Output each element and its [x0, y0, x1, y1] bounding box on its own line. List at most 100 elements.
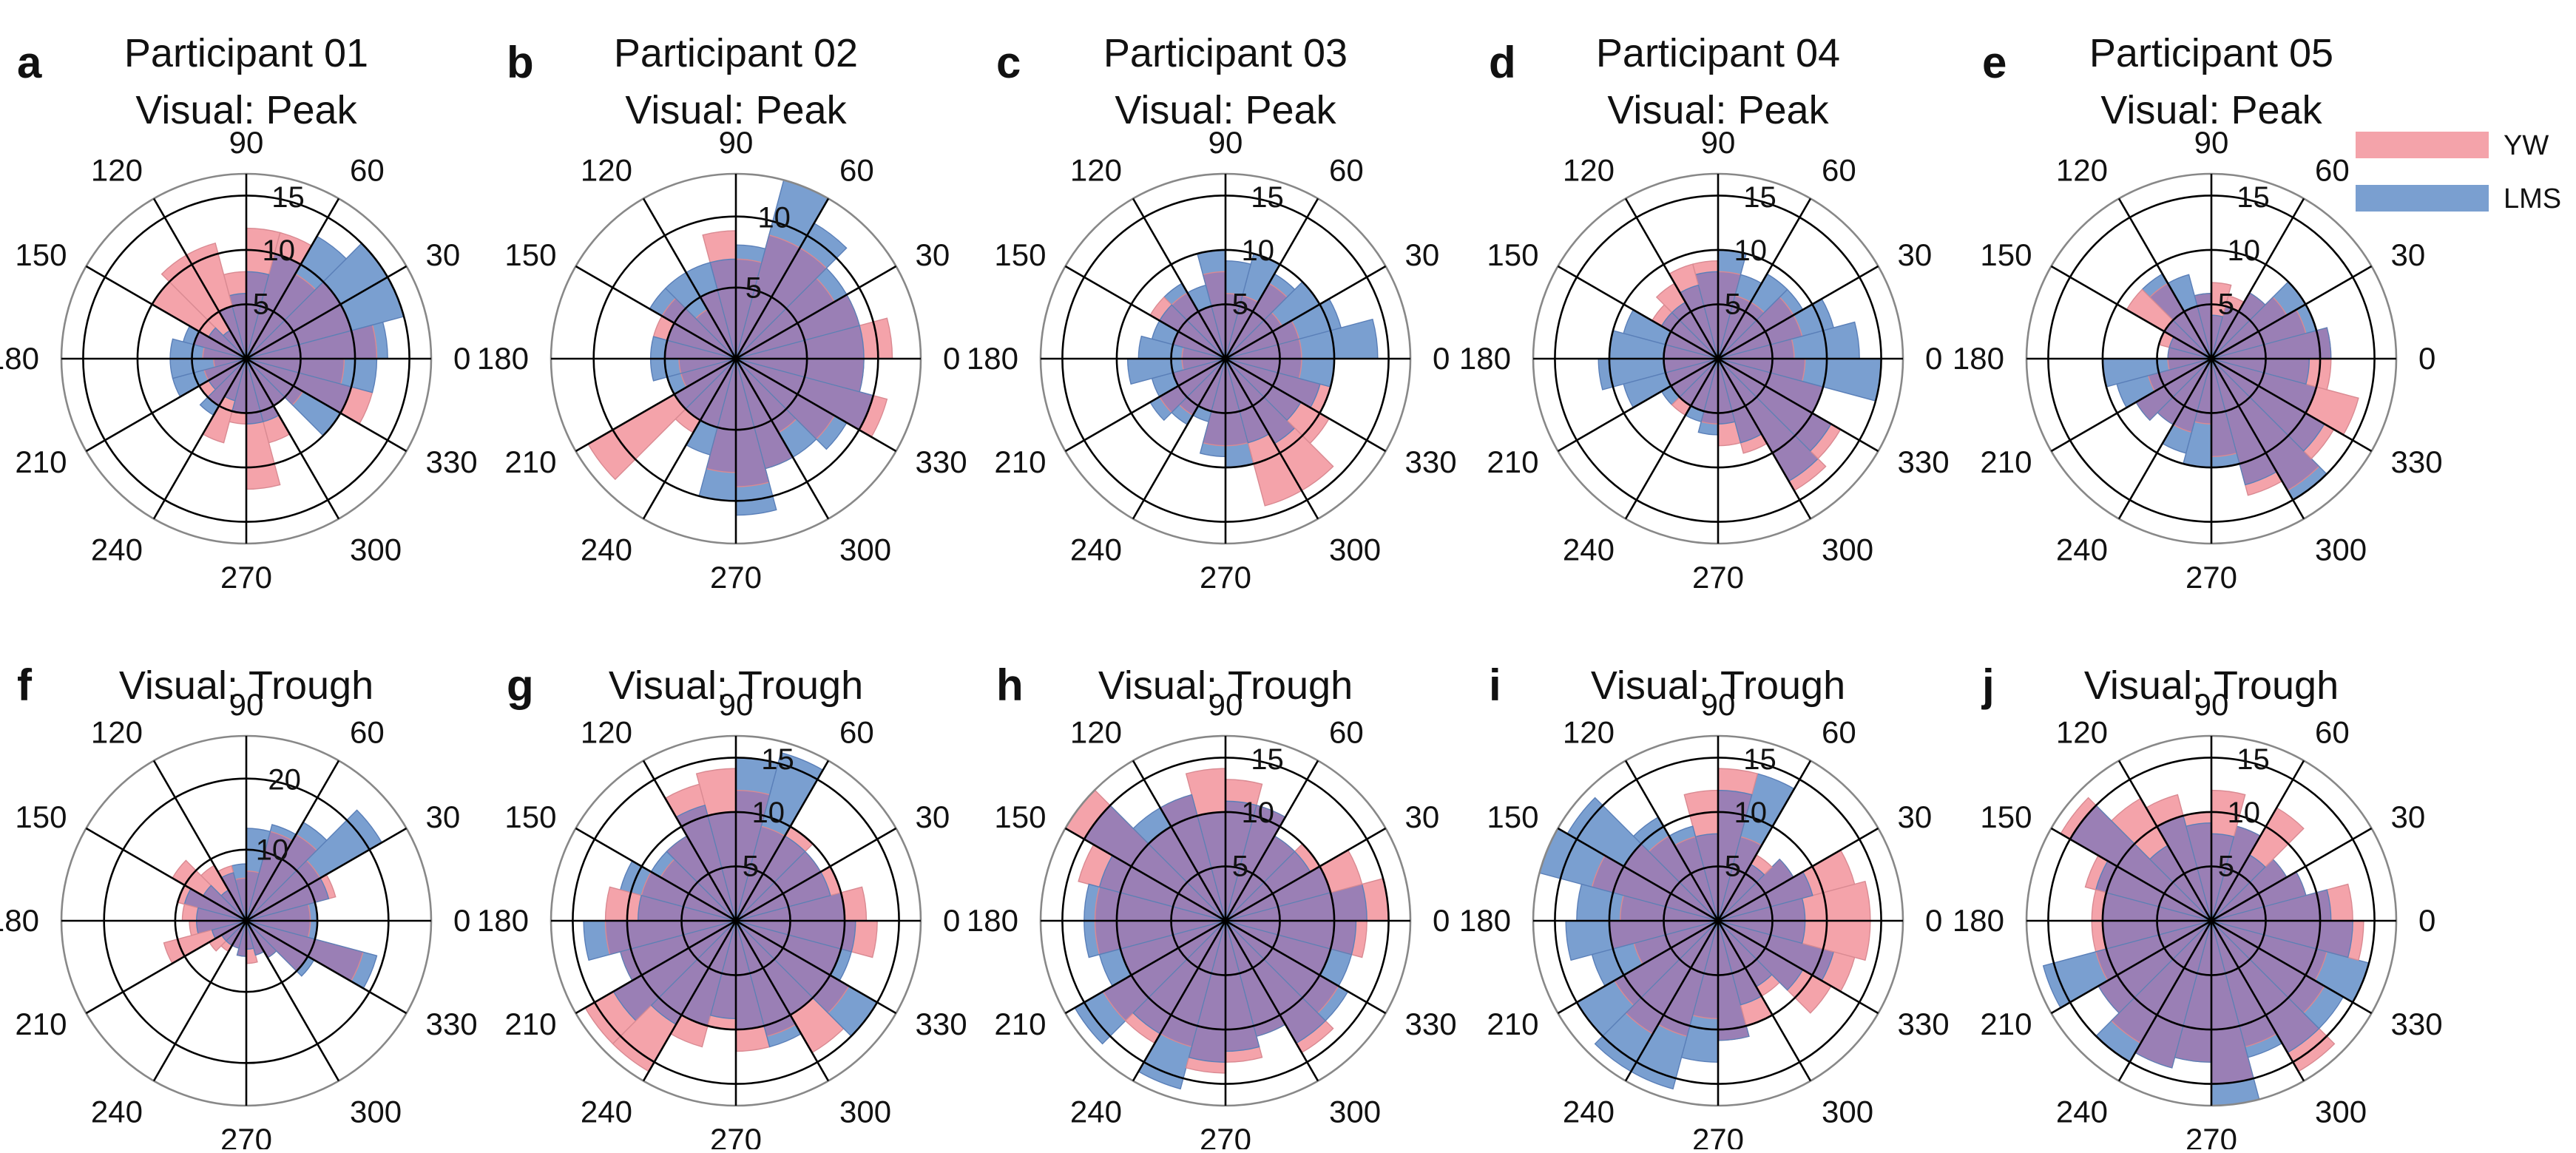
angle-label-j-150: 150 [1980, 799, 2032, 834]
legend-label-lms: LMS [2504, 183, 2561, 214]
spoke-f-150 [85, 827, 247, 922]
angle-label-c-120: 120 [1070, 153, 1122, 188]
angle-label-c-60: 60 [1329, 153, 1364, 188]
angle-label-h-30: 30 [1405, 799, 1440, 834]
angle-label-e-120: 120 [2056, 153, 2108, 188]
spoke-f-30 [246, 827, 408, 922]
spoke-g-30 [735, 827, 897, 922]
spoke-i-30 [1717, 827, 1879, 922]
angle-label-i-300: 300 [1822, 1095, 1873, 1129]
legend-label-yw: YW [2504, 130, 2549, 161]
angle-label-c-90: 90 [1208, 125, 1243, 160]
panel-letter-i: i [1489, 660, 1501, 710]
r-label-j-15: 15 [2237, 743, 2270, 776]
angle-label-e-60: 60 [2315, 153, 2350, 188]
bar-overlap-f-330 [246, 921, 363, 981]
angle-label-a-0: 0 [453, 341, 470, 376]
angle-label-a-330: 330 [426, 444, 478, 479]
angle-label-i-150: 150 [1487, 799, 1538, 834]
bar-overlap-j-105 [2157, 815, 2211, 921]
bar-overlap-c-330 [1226, 359, 1320, 408]
spoke-b-30 [735, 265, 897, 360]
bar-overlap-i-195 [1634, 921, 1718, 964]
angle-label-a-180: 180 [0, 341, 39, 376]
panel-g: Visual: Trough g 0 30 60 90 120 150 180 210 240 270… [477, 660, 967, 1153]
bar-overlap-g-150 [641, 871, 736, 921]
angle-label-d-210: 210 [1487, 444, 1538, 479]
bar-overlap-i-300 [1718, 921, 1772, 987]
panel-title-d: Participant 04 [1596, 31, 1840, 75]
angle-label-f-330: 330 [426, 1007, 478, 1041]
angle-label-j-0: 0 [2418, 903, 2435, 938]
bar-overlap-c-120 [1172, 292, 1226, 359]
r-label-b-5: 5 [746, 271, 762, 304]
spoke-i-120 [1624, 760, 1720, 922]
angle-label-g-270: 270 [710, 1122, 762, 1149]
angle-label-j-30: 30 [2391, 799, 2426, 834]
bar-overlap-d-30 [1718, 297, 1794, 359]
angle-label-f-300: 300 [350, 1095, 402, 1129]
bar-overlap-b-60 [736, 234, 800, 359]
angle-label-i-240: 240 [1563, 1095, 1615, 1129]
panel-letter-a: a [17, 38, 42, 87]
bar-overlap-i-210 [1614, 921, 1718, 1006]
spoke-e-150 [2050, 265, 2212, 360]
bar-overlap-i-60 [1718, 836, 1762, 921]
r-label-a-10: 10 [263, 234, 296, 267]
r-label-a-5: 5 [253, 288, 269, 321]
bar-overlap-f-60 [246, 831, 293, 921]
bar-overlap-j-30 [2211, 859, 2287, 921]
bar-overlap-f-210 [221, 921, 246, 941]
spoke-f-300 [245, 920, 340, 1082]
bar-overlap-i-30 [1718, 859, 1794, 921]
bar-overlap-e-120 [2149, 283, 2211, 359]
angle-label-h-330: 330 [1405, 1007, 1457, 1041]
angle-label-d-0: 0 [1925, 341, 1942, 376]
bar-overlap-c-315 [1226, 359, 1301, 421]
angle-label-h-210: 210 [994, 1007, 1046, 1041]
angle-label-i-120: 120 [1563, 715, 1615, 750]
panel-letter-j: j [1981, 660, 1995, 710]
angle-label-j-240: 240 [2056, 1095, 2108, 1129]
spoke-d-240 [1624, 358, 1720, 520]
panel-subtitle-c: Visual: Peak [1115, 88, 1336, 132]
bar-overlap-j-15 [2211, 871, 2306, 921]
spoke-h-300 [1224, 920, 1319, 1082]
bar-overlap-c-285 [1226, 359, 1269, 443]
bar-overlap-d-15 [1718, 315, 1802, 359]
bar-overlap-e-135 [2164, 320, 2211, 359]
spoke-g-150 [575, 827, 737, 922]
angle-label-f-210: 210 [15, 1007, 67, 1041]
angle-label-b-240: 240 [581, 532, 632, 567]
panel-h: Visual: Trough h 0 30 60 90 120 150 180 210 240 270… [967, 660, 1457, 1153]
spoke-h-210 [1064, 919, 1226, 1015]
bar-overlap-j-225 [2111, 921, 2211, 1044]
r-label-e-5: 5 [2218, 288, 2234, 321]
bar-overlap-b-30 [736, 278, 835, 359]
spoke-f-330 [246, 919, 408, 1015]
angle-label-h-240: 240 [1070, 1095, 1122, 1129]
bar-overlap-c-135 [1159, 305, 1226, 359]
panel-title-f: Visual: Trough [119, 663, 373, 708]
r-label-g-5: 5 [743, 851, 759, 883]
angle-label-e-270: 270 [2185, 560, 2237, 595]
r-label-e-10: 10 [2228, 234, 2261, 267]
spoke-g-210 [575, 919, 737, 1015]
angle-label-b-150: 150 [504, 237, 556, 272]
bar-overlap-e-300 [2211, 359, 2319, 491]
panel-j: Visual: Trough j 0 30 60 90 120 150 180 210 240 270… [1953, 660, 2443, 1153]
r-label-c-5: 5 [1232, 288, 1248, 321]
bar-overlap-i-285 [1718, 921, 1762, 1005]
r-label-j-10: 10 [2228, 797, 2261, 829]
bar-overlap-j-120 [2149, 845, 2211, 921]
angle-label-e-210: 210 [1980, 444, 2032, 479]
angle-label-b-60: 60 [839, 153, 874, 188]
spoke-c-300 [1224, 358, 1319, 520]
spoke-j-120 [2117, 760, 2213, 922]
bar-overlap-j-45 [2211, 854, 2265, 921]
angle-label-j-330: 330 [2391, 1007, 2443, 1041]
bar-overlap-h-240 [1160, 921, 1226, 1047]
angle-label-d-300: 300 [1822, 532, 1873, 567]
angle-label-d-330: 330 [1898, 444, 1950, 479]
r-label-d-15: 15 [1743, 181, 1777, 214]
